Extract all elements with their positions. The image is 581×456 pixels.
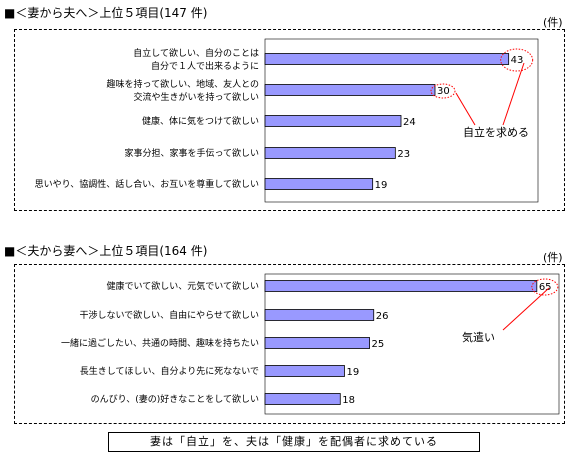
chart2-bar-2	[264, 309, 375, 321]
summary-box: 妻は「自立」を、夫は「健康」を配偶者に求めている	[108, 432, 480, 452]
chart1-category-label-1-line-1: 自立して欲しい、自分のことは	[133, 47, 259, 59]
chart1-value-label-4: 23	[397, 149, 410, 160]
chart2-category-label-1: 健康でいて欲しい、元気でいて欲しい	[107, 280, 259, 292]
chart1-bar-5	[264, 178, 374, 190]
chart2-category-label-5: のんびり、(妻の)好きなことをして欲しい	[91, 393, 259, 405]
chart1-category-label-3: 健康、体に気をつけて欲しい	[142, 115, 259, 127]
chart2-callout-line-1	[502, 287, 550, 331]
chart2-value-label-2: 26	[376, 311, 389, 322]
chart1-value-label-2: 30	[437, 86, 450, 97]
chart2-value-label-1: 65	[539, 282, 552, 293]
chart1-annotation: 自立を求める	[463, 125, 529, 139]
chart1-bar-3	[264, 115, 402, 127]
chart1-panel	[14, 29, 565, 211]
chart1-callout-line-1	[502, 62, 525, 126]
chart2-value-label-5: 18	[342, 395, 355, 406]
chart2-panel	[14, 264, 565, 424]
chart1-category-label-4: 家事分担、家事を手伝って欲しい	[124, 147, 259, 159]
chart2-bar-3	[264, 337, 370, 349]
chart1-value-label-5: 19	[375, 180, 388, 191]
chart2-annotation: 気遣い	[462, 330, 495, 344]
chart1-title: ■＜妻から夫へ＞上位５項目(147 件)	[4, 6, 208, 20]
chart1-category-label-2-line-2: 交流や生きがいを持って欲しい	[133, 91, 259, 103]
chart1-value-label-3: 24	[403, 117, 416, 128]
chart1-category-label-1-line-2: 自分で１人で出来るように	[151, 60, 259, 72]
chart1-bar-4	[264, 147, 396, 159]
chart1-unit-label: (件)	[543, 16, 563, 29]
chart2-bar-1	[264, 280, 538, 292]
chart1-callout-line-2	[455, 92, 476, 126]
chart2-value-label-4: 19	[346, 367, 359, 378]
chart1-category-label-5: 思いやり、協調性、話し合い、お互いを尊重して欲しい	[35, 178, 259, 190]
chart2-category-label-4: 長生きしてほしい、自分より先に死なないで	[80, 365, 259, 377]
chart2-title: ■＜夫から妻へ＞上位５項目(164 件)	[4, 244, 208, 258]
chart2-bar-4	[264, 365, 345, 377]
chart2-highlight-circle-1	[531, 278, 559, 296]
chart2-value-label-3: 25	[372, 339, 385, 350]
chart1-highlight-circle-2	[430, 83, 456, 99]
chart1-category-label-2-line-1: 趣味を持って欲しい、地域、友人との	[107, 78, 259, 90]
chart2-unit-label: (件)	[543, 251, 563, 264]
chart2-category-label-2: 干渉しないで欲しい、自由にやらせて欲しい	[79, 309, 259, 321]
chart2-bar-5	[264, 393, 341, 405]
chart1-highlight-circle-1	[500, 48, 534, 72]
chart2-category-label-3: 一緒に過ごしたい、共通の時間、趣味を持ちたい	[61, 337, 259, 349]
chart1-value-label-1: 43	[511, 55, 524, 66]
chart1-bar-1	[264, 53, 510, 65]
chart1-bar-2	[264, 84, 436, 96]
